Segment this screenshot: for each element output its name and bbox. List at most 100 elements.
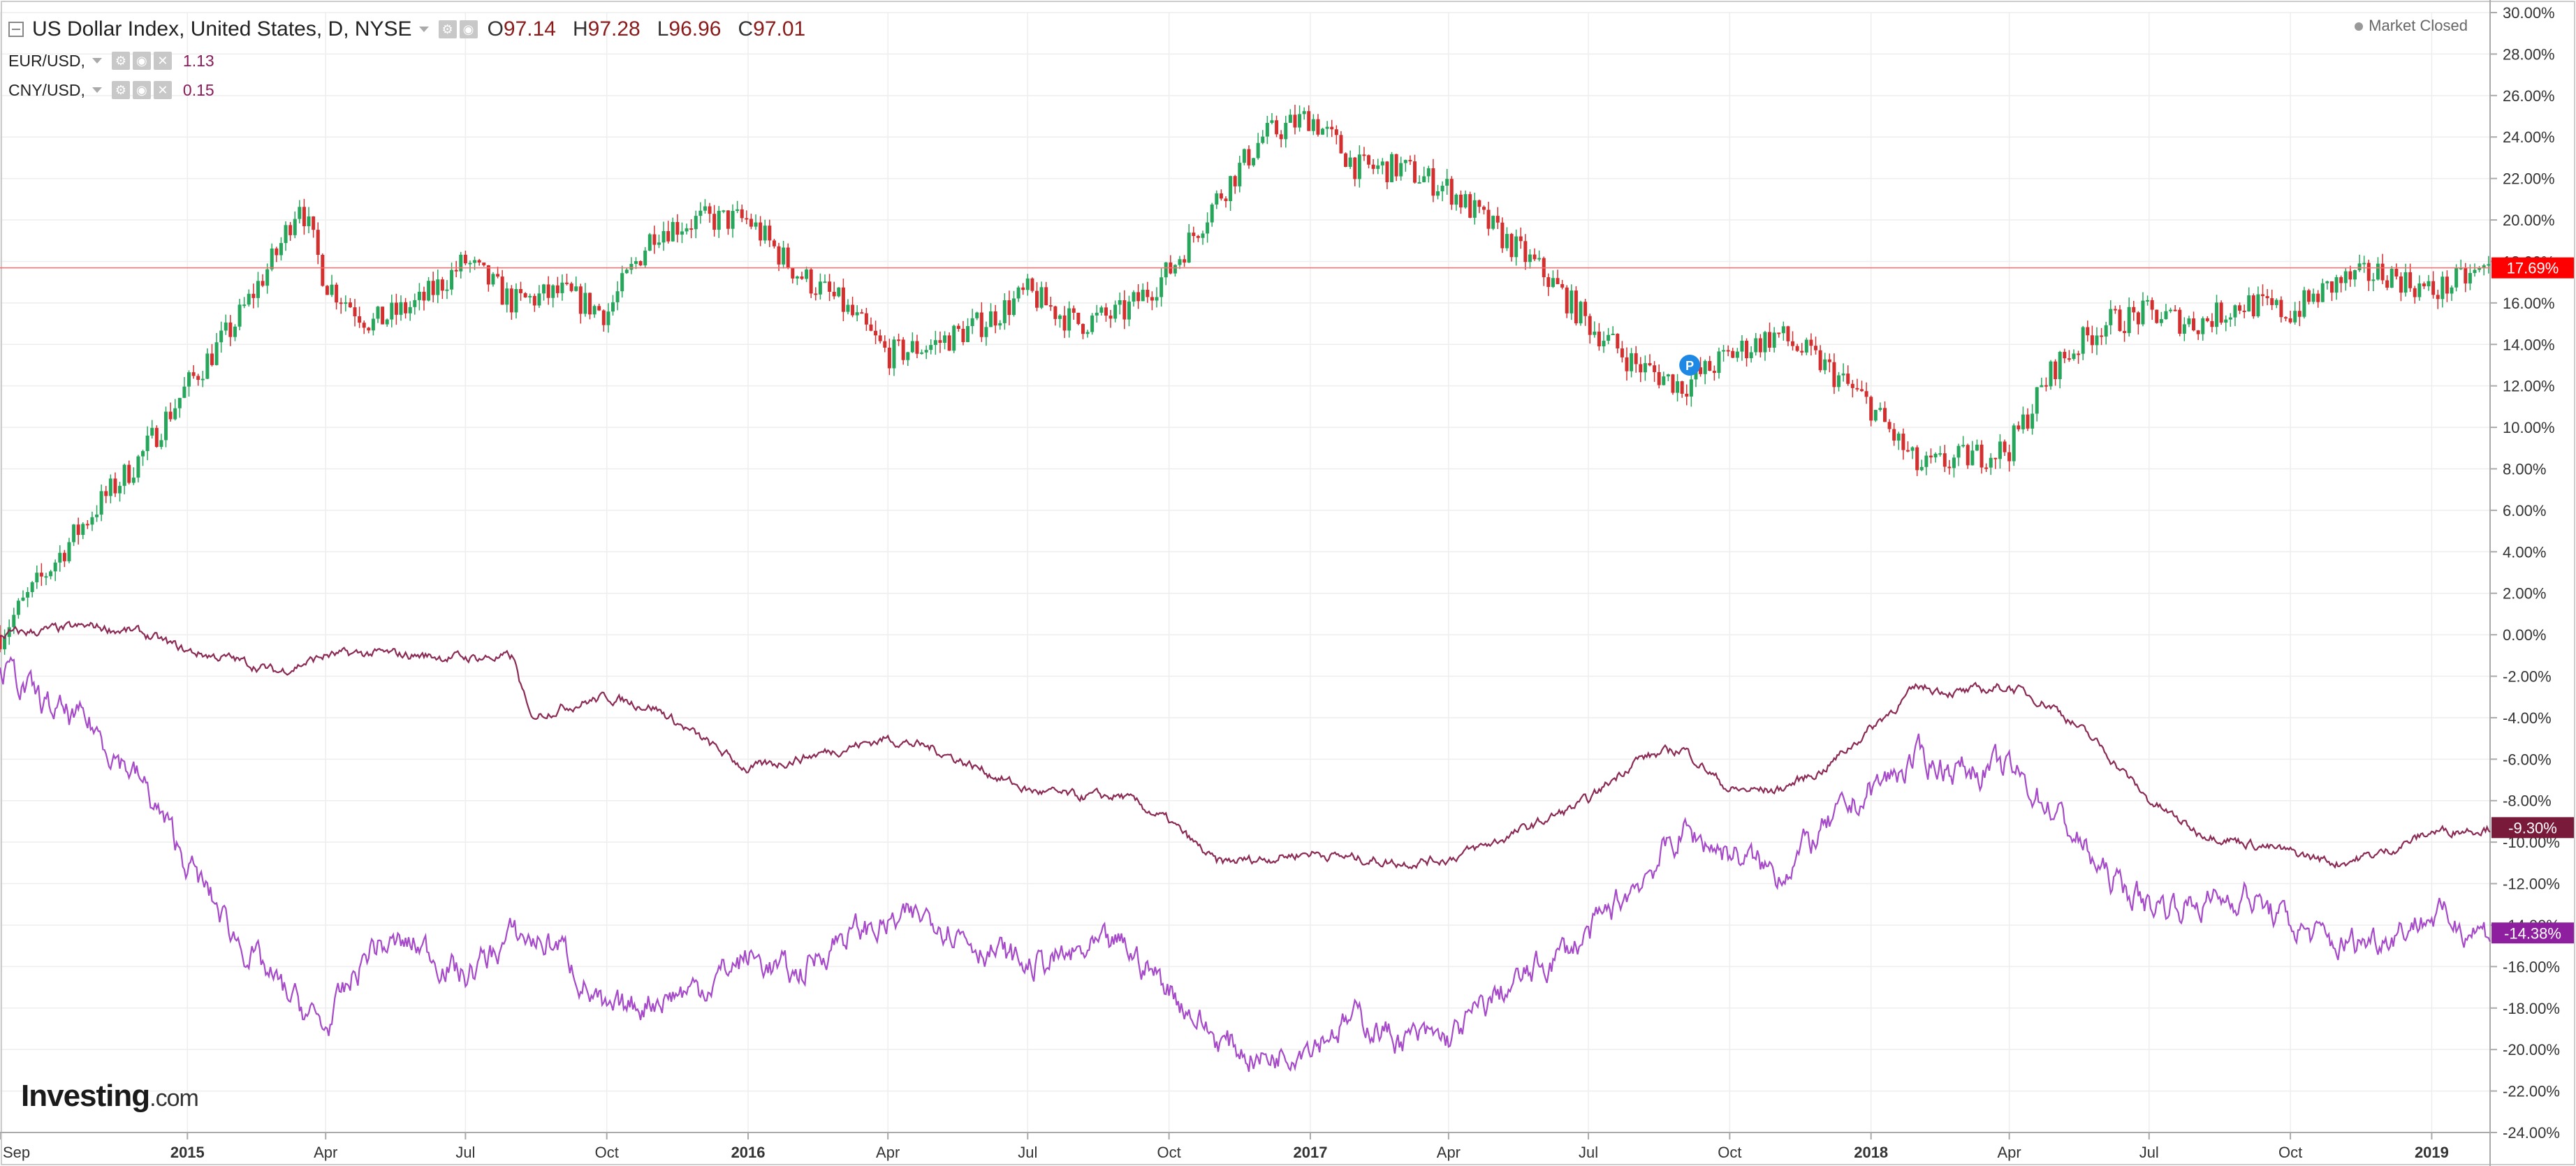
dxy-candle <box>1662 376 1666 385</box>
dxy-candle <box>1850 383 1854 388</box>
dxy-candle <box>947 335 951 351</box>
dxy-candle <box>1426 168 1430 177</box>
dxy-candle <box>2445 276 2449 294</box>
dxy-candle <box>1371 164 1375 169</box>
close-icon[interactable]: ✕ <box>153 81 172 99</box>
dxy-candle <box>371 318 375 331</box>
dxy-candle <box>1436 191 1440 196</box>
dxy-candle <box>1071 308 1076 313</box>
dxy-candle <box>1809 339 1813 346</box>
dxy-candle <box>745 218 749 220</box>
dxy-candle <box>1942 453 1947 467</box>
dxy-candle <box>2127 307 2131 334</box>
dxy-candle <box>2040 385 2044 388</box>
dropdown-caret-icon[interactable] <box>92 87 102 93</box>
dxy-candle <box>1495 216 1500 223</box>
dxy-candle <box>2422 283 2426 287</box>
dxy-candle <box>21 597 25 601</box>
dxy-candle <box>302 207 306 226</box>
dxy-candle <box>1279 134 1283 140</box>
dxy-candle <box>2288 318 2292 323</box>
dxy-candle <box>2192 318 2196 331</box>
dxy-candle <box>1708 361 1712 371</box>
dropdown-caret-icon[interactable] <box>92 58 102 64</box>
dxy-candle <box>629 263 634 270</box>
dxy-candle <box>113 478 117 494</box>
dxy-candle <box>1680 381 1684 394</box>
dxy-candle <box>657 242 661 245</box>
dxy-candle <box>2352 270 2357 280</box>
dxy-candle <box>500 276 504 305</box>
dxy-candle <box>768 226 772 241</box>
dxy-candle <box>2136 312 2140 325</box>
dxy-candle <box>828 281 832 292</box>
x-tick-label: 2015 <box>170 1144 205 1161</box>
dxy-candle <box>546 284 550 298</box>
visibility-icon[interactable]: ◉ <box>459 20 478 38</box>
dxy-candle <box>2390 269 2394 288</box>
dxy-candle <box>1242 149 1246 163</box>
dxy-candle <box>2086 327 2090 336</box>
dxy-candle <box>2132 307 2136 313</box>
dxy-candle <box>348 302 352 308</box>
dxy-candle <box>1067 308 1071 331</box>
dxy-candle <box>1975 444 1979 451</box>
last-value-badge-text: 17.69% <box>2507 260 2559 277</box>
dxy-candle <box>910 341 914 353</box>
dxy-candle <box>1417 182 1421 184</box>
dxy-candle <box>2357 263 2362 270</box>
dxy-candle <box>1302 111 1306 115</box>
dxy-candle <box>1058 315 1062 319</box>
dxy-candle <box>1966 445 1970 466</box>
dxy-candle <box>2348 271 2352 280</box>
dxy-candle <box>519 288 523 293</box>
dxy-candle <box>2215 302 2219 327</box>
dxy-candle <box>436 279 440 295</box>
y-tick-label: -22.00% <box>2503 1083 2560 1100</box>
dxy-candle <box>445 289 449 291</box>
dxy-candle <box>1132 292 1136 302</box>
eur-usd-series-line <box>0 621 2491 870</box>
collapse-icon[interactable] <box>8 22 24 37</box>
dxy-candle <box>1344 153 1348 168</box>
dxy-candle <box>2436 295 2440 300</box>
settings-icon[interactable]: ⚙ <box>111 52 130 70</box>
dxy-candle <box>1500 222 1505 249</box>
dxy-candle <box>906 352 910 360</box>
dxy-candle <box>1689 379 1693 397</box>
low-label: L <box>657 17 669 40</box>
y-tick-label: 28.00% <box>2503 45 2555 63</box>
dxy-candle <box>1887 422 1891 429</box>
dxy-candle <box>99 491 103 515</box>
dxy-candle <box>1270 120 1274 123</box>
dxy-candle <box>2371 279 2376 281</box>
dxy-candle <box>1339 135 1343 154</box>
eur-usd-line <box>0 621 2491 870</box>
dxy-candle <box>1676 381 1680 393</box>
visibility-icon[interactable]: ◉ <box>132 81 151 99</box>
annotation-pin-icon[interactable] <box>1679 354 1701 376</box>
dxy-candle <box>1422 176 1426 182</box>
high-label: H <box>572 17 588 40</box>
dxy-candle <box>2164 311 2168 320</box>
settings-icon[interactable]: ⚙ <box>438 20 457 38</box>
dropdown-caret-icon[interactable] <box>418 27 429 32</box>
dxy-candle <box>2228 317 2232 320</box>
settings-icon[interactable]: ⚙ <box>111 81 130 99</box>
dxy-candle <box>1261 136 1265 143</box>
dxy-candle <box>1924 455 1929 467</box>
dxy-candle <box>1376 165 1380 169</box>
dxy-candle <box>2150 300 2154 310</box>
dxy-candle <box>1523 241 1528 263</box>
dxy-candle <box>1956 445 1961 458</box>
visibility-icon[interactable]: ◉ <box>132 52 151 70</box>
dxy-candle <box>1007 300 1011 316</box>
close-icon[interactable]: ✕ <box>153 52 172 70</box>
dxy-candle <box>1293 115 1297 128</box>
dxy-candle <box>242 304 247 307</box>
x-tick-label: Oct <box>2278 1144 2302 1161</box>
dxy-candle <box>2030 413 2035 429</box>
dxy-candle <box>1722 350 1726 352</box>
